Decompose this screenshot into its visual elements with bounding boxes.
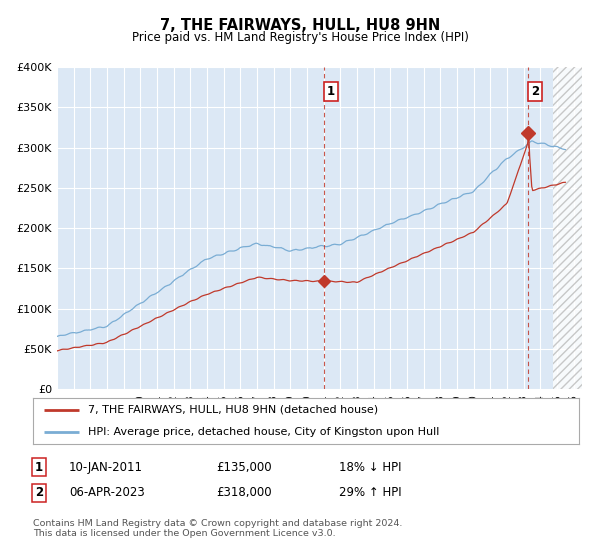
Text: 7, THE FAIRWAYS, HULL, HU8 9HN: 7, THE FAIRWAYS, HULL, HU8 9HN (160, 18, 440, 33)
Text: 1: 1 (35, 460, 43, 474)
Text: 2: 2 (530, 85, 539, 98)
Text: 06-APR-2023: 06-APR-2023 (69, 486, 145, 500)
Text: £318,000: £318,000 (216, 486, 272, 500)
Text: 18% ↓ HPI: 18% ↓ HPI (339, 460, 401, 474)
Text: £135,000: £135,000 (216, 460, 272, 474)
Text: 29% ↑ HPI: 29% ↑ HPI (339, 486, 401, 500)
Text: HPI: Average price, detached house, City of Kingston upon Hull: HPI: Average price, detached house, City… (88, 427, 439, 437)
Text: 7, THE FAIRWAYS, HULL, HU8 9HN (detached house): 7, THE FAIRWAYS, HULL, HU8 9HN (detached… (88, 405, 378, 415)
Text: Contains HM Land Registry data © Crown copyright and database right 2024.
This d: Contains HM Land Registry data © Crown c… (33, 519, 403, 538)
Text: 10-JAN-2011: 10-JAN-2011 (69, 460, 143, 474)
Text: 1: 1 (327, 85, 335, 98)
Text: Price paid vs. HM Land Registry's House Price Index (HPI): Price paid vs. HM Land Registry's House … (131, 31, 469, 44)
Text: 2: 2 (35, 486, 43, 500)
